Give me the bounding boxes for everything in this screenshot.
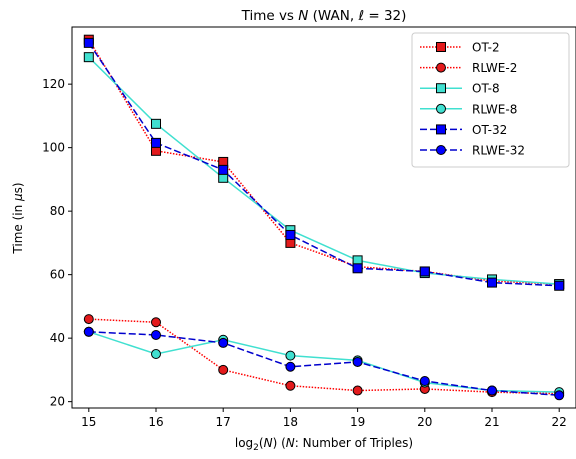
data-point-rlwe-2 — [83, 314, 94, 325]
y-tick-label: 60 — [50, 268, 65, 282]
legend-label: OT-8 — [472, 82, 500, 96]
data-point-ot-32 — [151, 137, 161, 148]
data-point-rlwe-32 — [487, 385, 497, 396]
axis-ticks: 15 16 17 18 19 20 21 22 20 40 60 80 100 120 — [42, 77, 567, 429]
legend-box — [411, 32, 570, 168]
legend-item-ot-2: OT-2 — [420, 41, 500, 55]
legend-label: RLWE-8 — [472, 102, 517, 116]
legend-item-ot-8: OT-8 — [420, 82, 500, 96]
x-tick-label: 17 — [216, 415, 231, 429]
y-tick-label: 120 — [42, 77, 65, 91]
series-line-ot-2 — [88, 39, 560, 285]
legend-label: OT-2 — [472, 41, 500, 55]
legend-marker — [436, 83, 446, 94]
chart-title: Time vs N (WAN, ℓ = 32) — [241, 8, 407, 24]
series-line-ot-32 — [88, 42, 560, 287]
x-tick-label: 16 — [148, 415, 163, 429]
legend: OT-2 RLWE-2 OT-8 RLWE-8 OT-32 RLWE-32 — [411, 32, 570, 168]
data-point-rlwe-32 — [285, 361, 296, 372]
legend-marker — [436, 103, 446, 114]
data-point-rlwe-32 — [419, 376, 430, 387]
legend-item-rlwe-32: RLWE-32 — [420, 144, 525, 158]
plot-frame — [71, 26, 576, 409]
data-point-ot-8 — [151, 118, 161, 129]
data-point-rlwe-2 — [352, 385, 363, 396]
legend-item-rlwe-2: RLWE-2 — [420, 61, 517, 75]
data-point-rlwe-2 — [285, 380, 296, 391]
data-point-ot-32 — [554, 280, 565, 291]
legend-marker — [436, 124, 446, 135]
legend-item-rlwe-8: RLWE-8 — [420, 102, 517, 116]
data-point-ot-32 — [419, 266, 430, 277]
series-line-ot-8 — [88, 56, 560, 285]
legend-marker — [436, 62, 446, 73]
legend-item-ot-32: OT-32 — [420, 123, 507, 137]
y-tick-label: 100 — [42, 141, 65, 155]
data-point-ot-32 — [285, 229, 296, 240]
legend-label: RLWE-32 — [472, 144, 525, 158]
data-point-ot-32 — [487, 277, 497, 288]
legend-marker — [436, 42, 446, 52]
series-rlwe-32 — [83, 326, 565, 401]
y-axis-label: Time (in µs) — [11, 182, 25, 254]
data-point-rlwe-8 — [285, 350, 296, 361]
x-tick-label: 21 — [484, 415, 499, 429]
x-tick-label: 19 — [350, 415, 365, 429]
legend-label: OT-32 — [472, 123, 507, 137]
series-line-rlwe-32 — [88, 331, 560, 397]
data-point-rlwe-32 — [83, 326, 94, 337]
legend-marker — [436, 145, 446, 155]
y-tick-label: 20 — [50, 395, 65, 409]
x-tick-label: 22 — [552, 415, 567, 429]
data-point-ot-32 — [352, 263, 363, 274]
data-point-ot-8 — [83, 52, 94, 63]
data-point-rlwe-2 — [218, 364, 229, 375]
data-point-rlwe-2 — [151, 317, 161, 328]
series-line-rlwe-2 — [88, 318, 560, 395]
data-point-rlwe-32 — [218, 337, 229, 348]
x-tick-label: 18 — [283, 415, 298, 429]
y-tick-label: 40 — [50, 331, 65, 345]
data-point-rlwe-8 — [151, 349, 161, 360]
data-point-ot-32 — [83, 37, 94, 48]
data-point-rlwe-32 — [554, 390, 565, 401]
data-point-ot-32 — [218, 164, 229, 175]
x-tick-label: 20 — [417, 415, 432, 429]
data-point-rlwe-32 — [352, 356, 363, 367]
x-tick-label: 15 — [81, 415, 96, 429]
series-ot-32 — [83, 37, 565, 291]
data-point-rlwe-32 — [151, 329, 161, 340]
series-layer — [83, 34, 565, 401]
x-axis-label: log2(N) (N: Number of Triples) — [235, 436, 413, 453]
legend-label: RLWE-2 — [472, 61, 517, 75]
y-tick-label: 80 — [50, 204, 65, 218]
